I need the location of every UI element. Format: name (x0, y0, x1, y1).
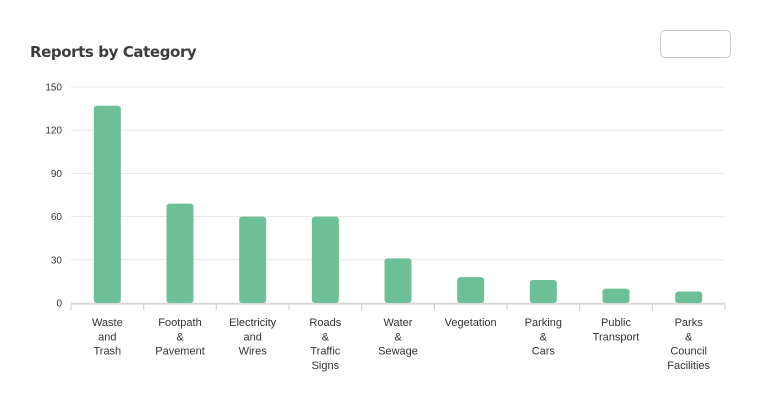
x-category-label-5: Vegetation (445, 317, 497, 329)
chart-title: Reports by Category (30, 43, 197, 61)
bar-2 (239, 216, 267, 303)
x-category-label-4: Water & Sewage (378, 317, 418, 358)
filter-select[interactable] (660, 30, 731, 58)
y-tick-label-60: 60 (51, 212, 63, 223)
x-category-label-1: Footpath & Pavement (155, 317, 205, 358)
bar-5 (457, 277, 485, 303)
y-tick-label-0: 0 (56, 299, 62, 310)
y-tick-label-90: 90 (51, 169, 63, 180)
bar-1 (166, 203, 194, 303)
x-category-label-3: Roads & Traffic Signs (309, 317, 341, 372)
y-tick-label-150: 150 (45, 83, 62, 94)
bar-4 (384, 258, 412, 303)
y-tick-label-30: 30 (51, 255, 63, 266)
bar-7 (602, 288, 630, 303)
bar-8 (675, 291, 703, 303)
bar-3 (311, 216, 339, 303)
x-category-label-0: Waste and Trash (92, 317, 123, 358)
bar-0 (93, 105, 121, 303)
x-category-label-2: Electricity and Wires (229, 317, 277, 358)
x-category-label-6: Parking & Cars (525, 317, 562, 358)
x-category-label-8: Parks & Council Facilities (667, 317, 710, 372)
bar-6 (529, 279, 557, 303)
x-category-label-7: Public Transport (593, 317, 640, 343)
y-tick-label-120: 120 (45, 126, 62, 137)
